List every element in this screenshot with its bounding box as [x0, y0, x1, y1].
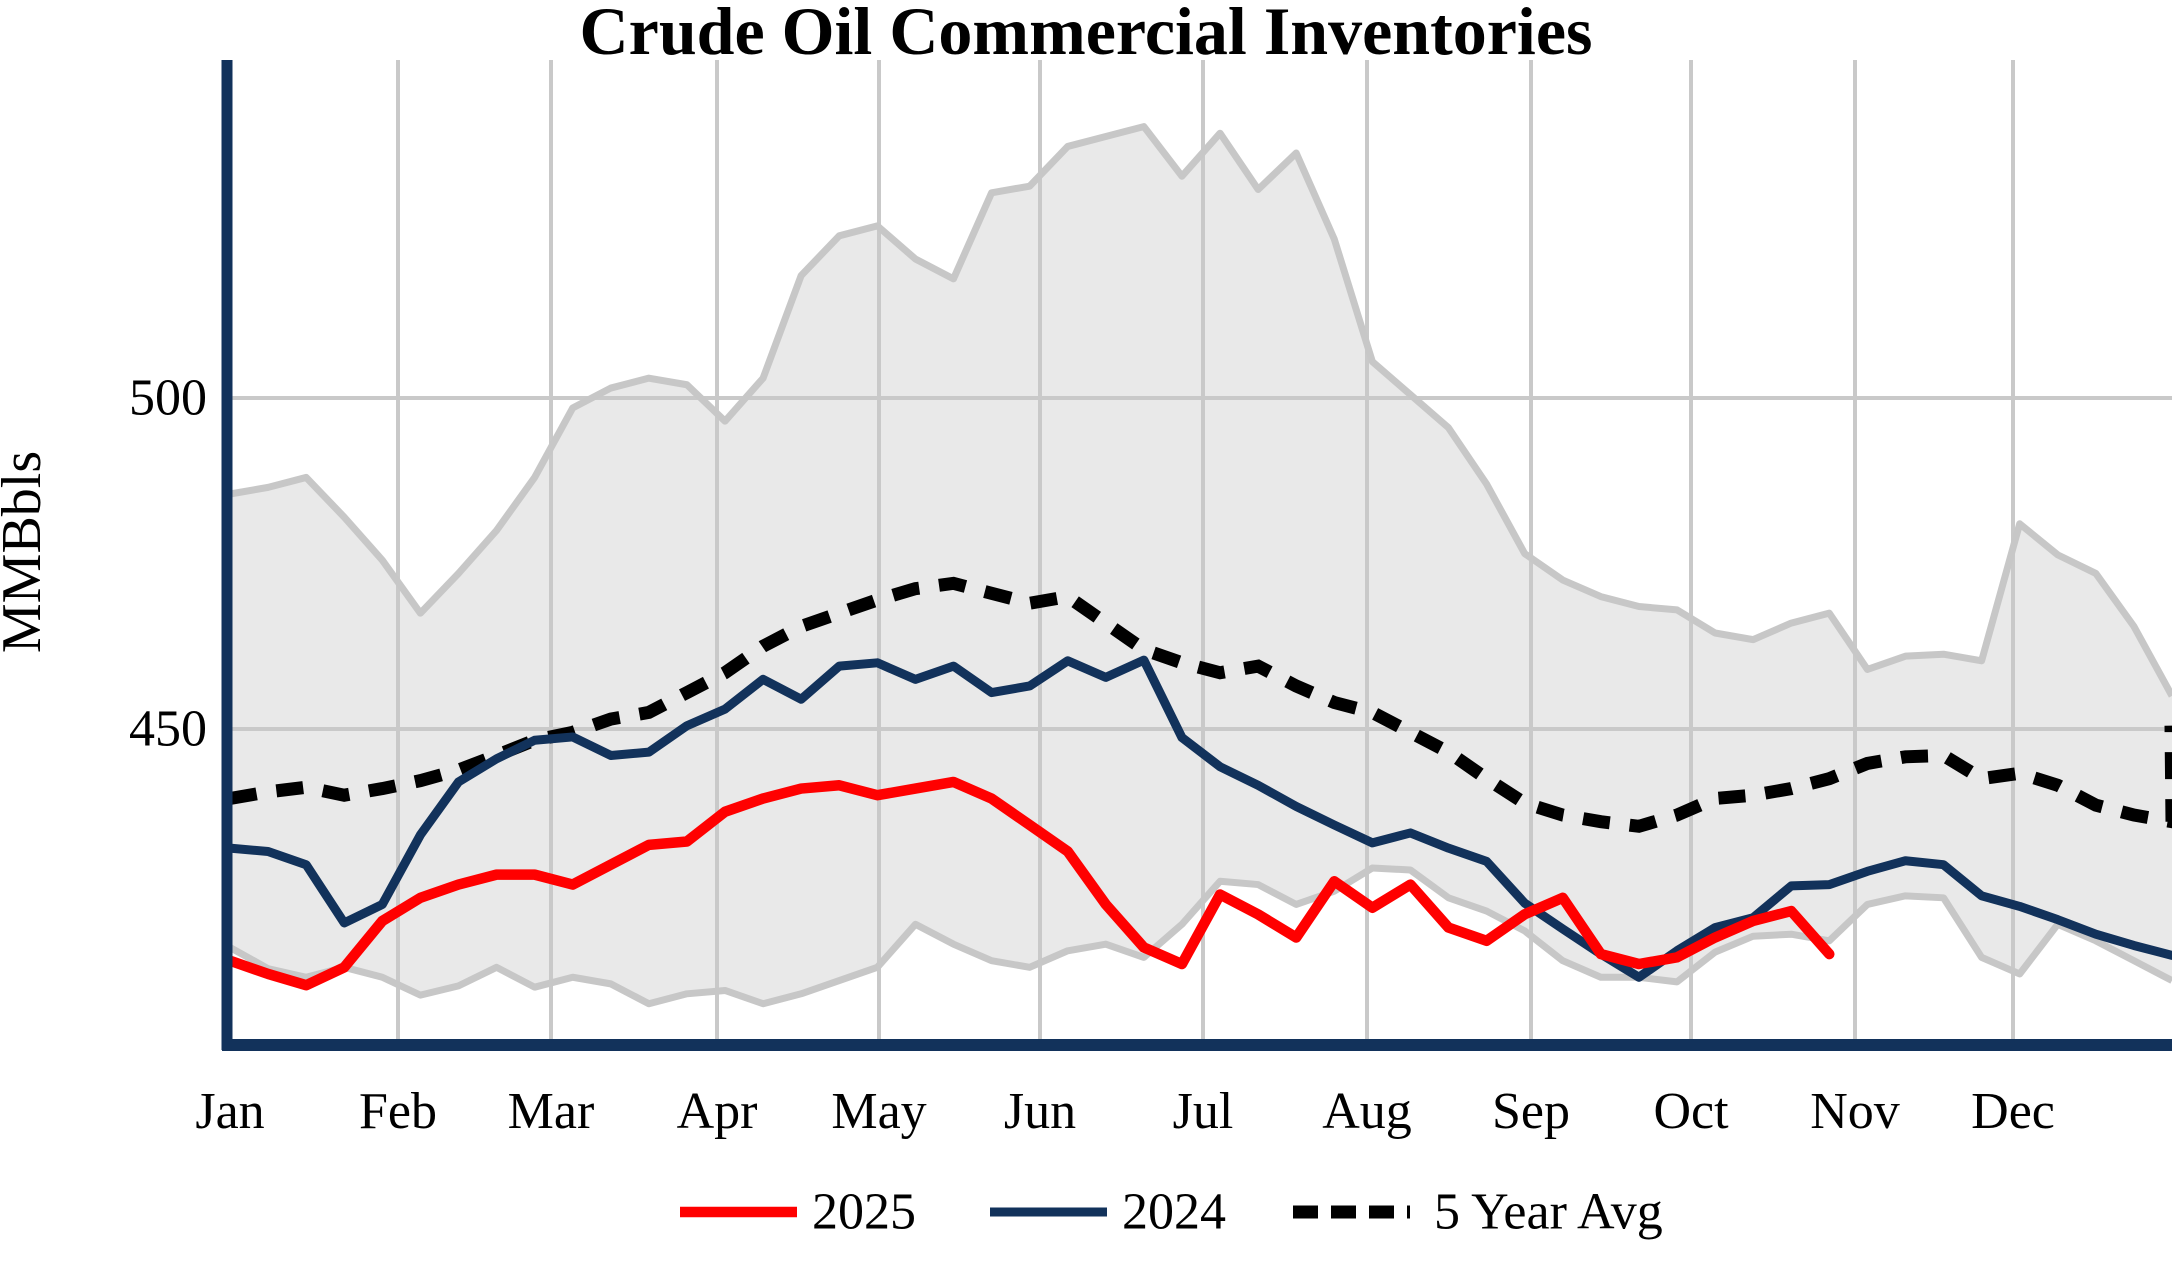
x-tick-nov: Nov: [1810, 1083, 1900, 1140]
label-layer: Crude Oil Commercial Inventories MMBbls …: [0, 0, 1592, 758]
legend-label-2024: 2024: [1122, 1184, 1226, 1241]
x-tick-jul: Jul: [1173, 1083, 1234, 1140]
legend-label-2025: 2025: [812, 1184, 916, 1241]
band-edge-layer: [228, 123, 2172, 1008]
x-tick-jun: Jun: [1004, 1083, 1076, 1140]
x-tick-oct: Oct: [1653, 1083, 1729, 1140]
y-axis-label: MMBbls: [0, 451, 53, 653]
grid-layer: [227, 60, 2172, 1045]
x-tick-feb: Feb: [359, 1083, 437, 1140]
x-tick-labels: Jan Feb Mar Apr May Jun Jul Aug Sep Oct Nov Dec: [195, 1083, 2055, 1140]
x-tick-sep: Sep: [1492, 1083, 1570, 1140]
y-tick-450: 450: [129, 701, 207, 758]
legend-label-5-year-avg: 5 Year Avg: [1434, 1184, 1663, 1241]
series-layer: [224, 576, 2172, 991]
series-2024-line: [225, 655, 2172, 982]
band-bottom-edge: [228, 864, 2172, 1008]
x-tick-dec: Dec: [1971, 1083, 2055, 1140]
series-2025-line: [224, 776, 1835, 991]
legend: 2025 2024 5 Year Avg: [680, 1184, 1663, 1241]
x-tick-mar: Mar: [508, 1083, 595, 1140]
x-tick-aug: Aug: [1322, 1083, 1412, 1140]
chart-title: Crude Oil Commercial Inventories: [580, 0, 1593, 69]
axes-layer: [221, 60, 2172, 1051]
x-tick-jan: Jan: [195, 1083, 264, 1140]
x-tick-apr: Apr: [677, 1083, 758, 1140]
x-tick-may: May: [831, 1083, 926, 1140]
y-tick-500: 500: [129, 370, 207, 427]
band-top-edge: [229, 123, 2172, 698]
